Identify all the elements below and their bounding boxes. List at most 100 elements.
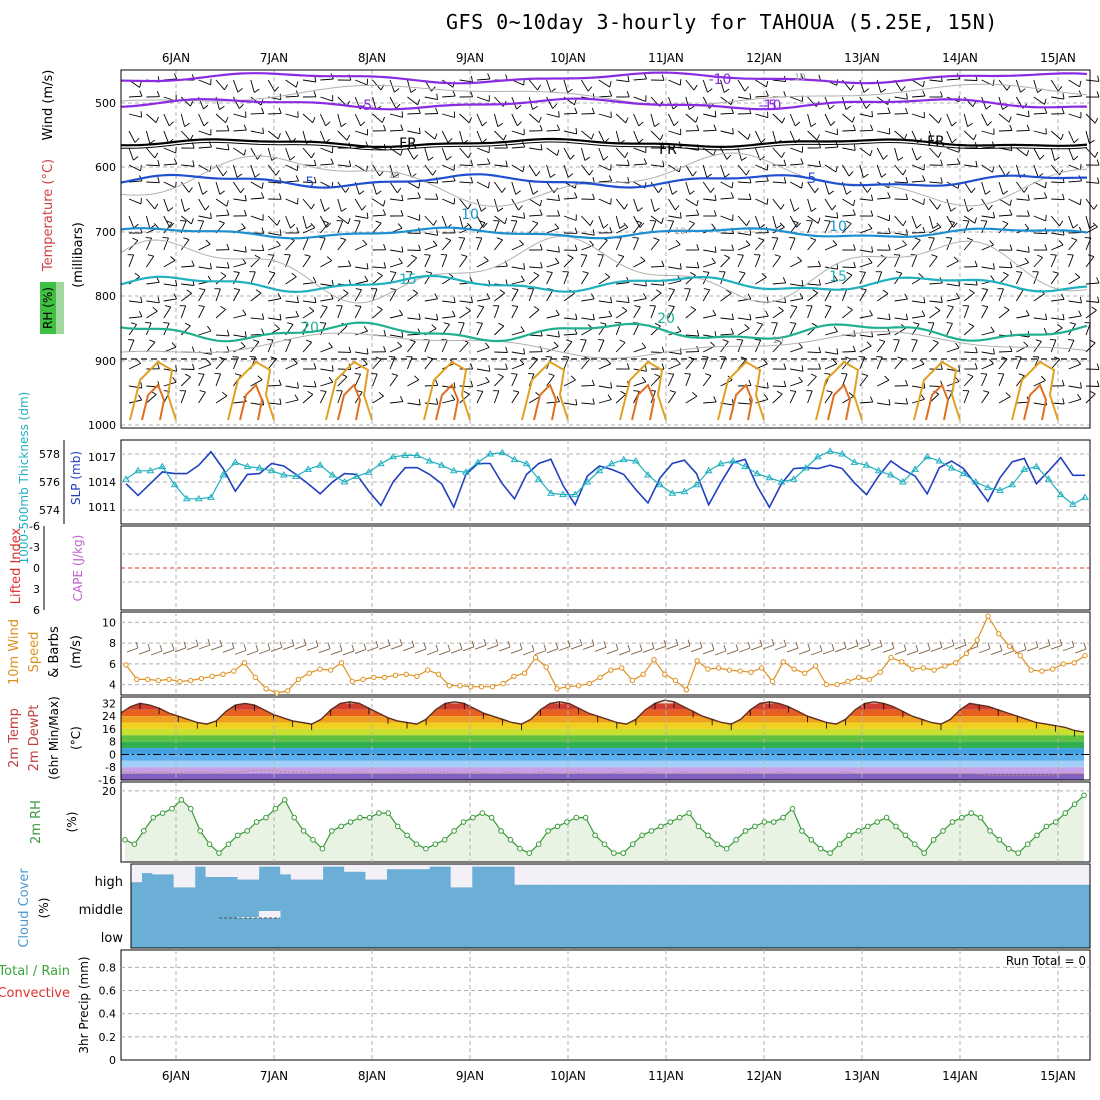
freezing-level-2: [120, 141, 1088, 151]
wind-barb-flag: [313, 380, 317, 388]
wind10-barb-flag: [831, 643, 835, 651]
cloud-high-bar: [983, 864, 995, 885]
wind-barb-flag: [257, 375, 263, 381]
wind-barb: [459, 322, 465, 336]
wind-barb-flag: [184, 322, 191, 327]
wind-barb: [894, 96, 908, 100]
wind-barb-flag: [783, 363, 787, 370]
wind-barb: [163, 163, 177, 166]
wind-barb-flag: [363, 359, 368, 365]
wind-barb-flag: [798, 342, 803, 348]
wind-barb-flag: [1094, 117, 1099, 124]
wind-barb-flag: [326, 256, 332, 261]
wind-barb: [459, 198, 469, 210]
wind-barb-flag: [434, 293, 438, 300]
wind-barb: [807, 239, 817, 251]
wind-barb-flag: [810, 373, 817, 377]
wind-barb: [877, 379, 890, 387]
wind-barb-flag: [232, 356, 239, 358]
wind-barb: [511, 220, 518, 234]
rh2m-point: [253, 819, 260, 825]
wind-barb-flag: [210, 212, 212, 219]
rh2m-point: [310, 837, 316, 843]
wind-barb-flag: [198, 373, 205, 375]
wind-barb: [737, 255, 744, 268]
wind10-point: [349, 678, 355, 685]
wind-barb: [964, 351, 978, 354]
wind-barb-flag: [234, 373, 242, 376]
ylabel-rh2m: 2m RH: [29, 800, 44, 844]
wind-barb-flag: [207, 325, 212, 332]
wind-barb: [180, 293, 192, 302]
wind-barb-flag: [486, 293, 491, 299]
wind-barb: [998, 164, 1006, 177]
wind-barb-flag: [287, 322, 294, 325]
wind-barb-flag: [274, 86, 279, 92]
wind-barb: [859, 147, 871, 157]
rh2m-point: [930, 837, 937, 843]
wind-barb: [163, 237, 169, 251]
wind-barb-flag: [171, 342, 177, 348]
thickness-point: [146, 466, 155, 474]
wind-barb-flag: [947, 305, 954, 308]
wind10-barb-flag: [687, 639, 691, 646]
wind-barb: [198, 330, 212, 336]
wind-barb-flag: [638, 138, 644, 144]
wind-barb: [581, 298, 595, 302]
wind-barb: [998, 350, 1013, 353]
wind-barb-flag: [295, 81, 299, 88]
wind-barb-flag: [518, 205, 523, 211]
ylabel-lifted-index: Lifted Index: [9, 527, 24, 604]
wind10-point: [748, 669, 754, 675]
wind10-barb: [774, 645, 787, 651]
wind-barb: [807, 305, 813, 319]
wind-barb: [581, 328, 593, 336]
wind10-point: [672, 677, 679, 684]
wind-barb: [546, 272, 553, 285]
wind-barb: [511, 266, 525, 270]
wind10-barb-flag: [771, 638, 775, 646]
wind-barb-flag: [792, 220, 799, 224]
wind-barb-flag: [853, 199, 856, 206]
tick-label: -6: [29, 520, 40, 533]
wind-barb-flag: [476, 322, 483, 324]
wind-barb-flag: [314, 76, 317, 83]
wind-barb-flag: [574, 244, 578, 251]
wind-barb: [215, 198, 228, 207]
wind-barb-flag: [222, 170, 228, 177]
wind-barb-flag: [540, 261, 543, 269]
wind-barb-flag: [244, 194, 247, 201]
thickness-point: [1008, 480, 1017, 488]
wind-barb: [494, 265, 508, 268]
wind-barb: [441, 239, 452, 251]
wind-barb-flag: [589, 220, 594, 226]
thickness-point: [704, 466, 713, 474]
wind10-point: [198, 675, 205, 682]
wind-barb: [354, 289, 362, 302]
wind-barb: [563, 130, 577, 135]
rh2m-point: [582, 814, 589, 821]
wind-barb: [981, 220, 988, 234]
wind-barb: [737, 215, 747, 226]
wind10-barb-flag: [579, 638, 583, 646]
rh2m-point: [1006, 845, 1012, 852]
cloud-high-bar: [749, 864, 760, 885]
rh-legend-box: [40, 282, 56, 334]
wind-barb-flag: [884, 375, 890, 381]
wind-barb-flag: [905, 313, 908, 320]
wind-barb-flag: [710, 187, 715, 193]
wind-barb: [407, 96, 418, 106]
wind-barb: [772, 215, 777, 229]
wind-barb: [146, 164, 160, 167]
tick-label: 0: [109, 748, 116, 761]
temp-contour-25: [423, 360, 471, 421]
wind-barb-flag: [702, 271, 710, 273]
wind-barb-flag: [1059, 220, 1064, 227]
wind-barb: [616, 226, 629, 234]
wind-barb: [650, 292, 662, 302]
wind-barb-flag: [1009, 261, 1013, 268]
ylabel-rh: RH (%): [41, 287, 55, 329]
wind-barb-flag: [267, 254, 274, 256]
wind-barb-flag: [278, 379, 282, 386]
